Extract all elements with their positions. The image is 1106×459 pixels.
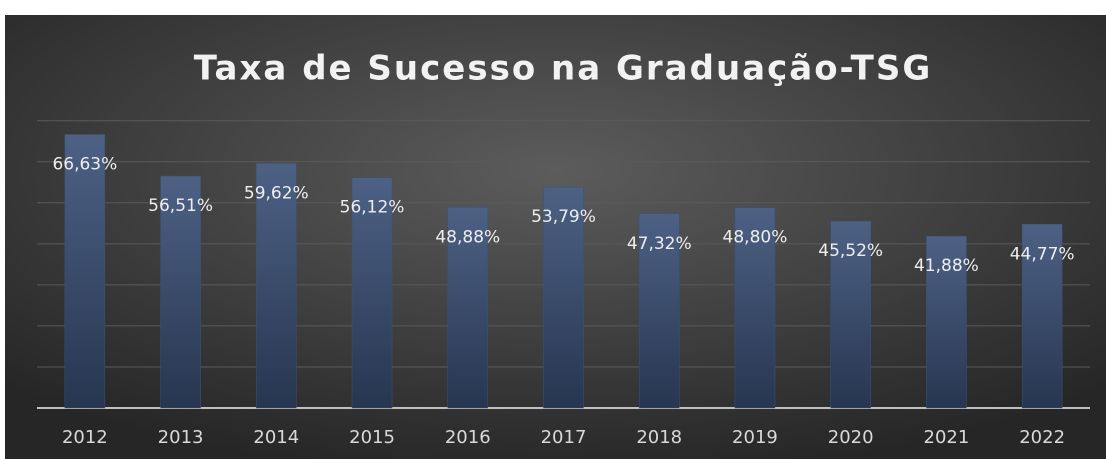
bar: [638, 213, 680, 409]
data-label: 47,32%: [627, 234, 692, 254]
data-label: 41,88%: [914, 256, 979, 276]
data-label: 48,88%: [435, 227, 500, 247]
x-tick-label: 2018: [636, 427, 682, 448]
x-tick-label: 2019: [732, 427, 778, 448]
data-label: 45,52%: [818, 241, 883, 261]
chart-title: Taxa de Sucesso na Graduação-TSG: [194, 49, 933, 89]
x-tick-label: 2022: [1019, 427, 1065, 448]
x-tick-label: 2017: [541, 427, 587, 448]
data-label: 59,62%: [244, 183, 309, 203]
bar: [64, 134, 106, 409]
x-tick-label: 2021: [924, 427, 970, 448]
bar: [256, 163, 297, 409]
bar: [447, 207, 489, 409]
x-tick-label: 2016: [445, 427, 491, 448]
data-label: 53,79%: [531, 207, 596, 227]
x-tick-label: 2012: [62, 427, 108, 448]
bar: [543, 186, 584, 409]
bar: [1021, 224, 1063, 409]
data-label: 66,63%: [52, 155, 117, 175]
bar: [926, 235, 967, 409]
data-label: 56,51%: [148, 196, 213, 216]
x-tick-label: 2020: [828, 427, 874, 448]
bar: [351, 177, 393, 409]
bar: [734, 207, 776, 409]
x-tick-label: 2015: [349, 427, 395, 448]
x-tick-label: 2013: [158, 427, 204, 448]
bar: [160, 175, 201, 409]
x-tick-label: 2014: [253, 427, 299, 448]
data-label: 48,80%: [723, 228, 788, 248]
data-label: 44,77%: [1010, 244, 1075, 264]
data-label: 56,12%: [340, 198, 405, 218]
bar: [830, 220, 871, 409]
